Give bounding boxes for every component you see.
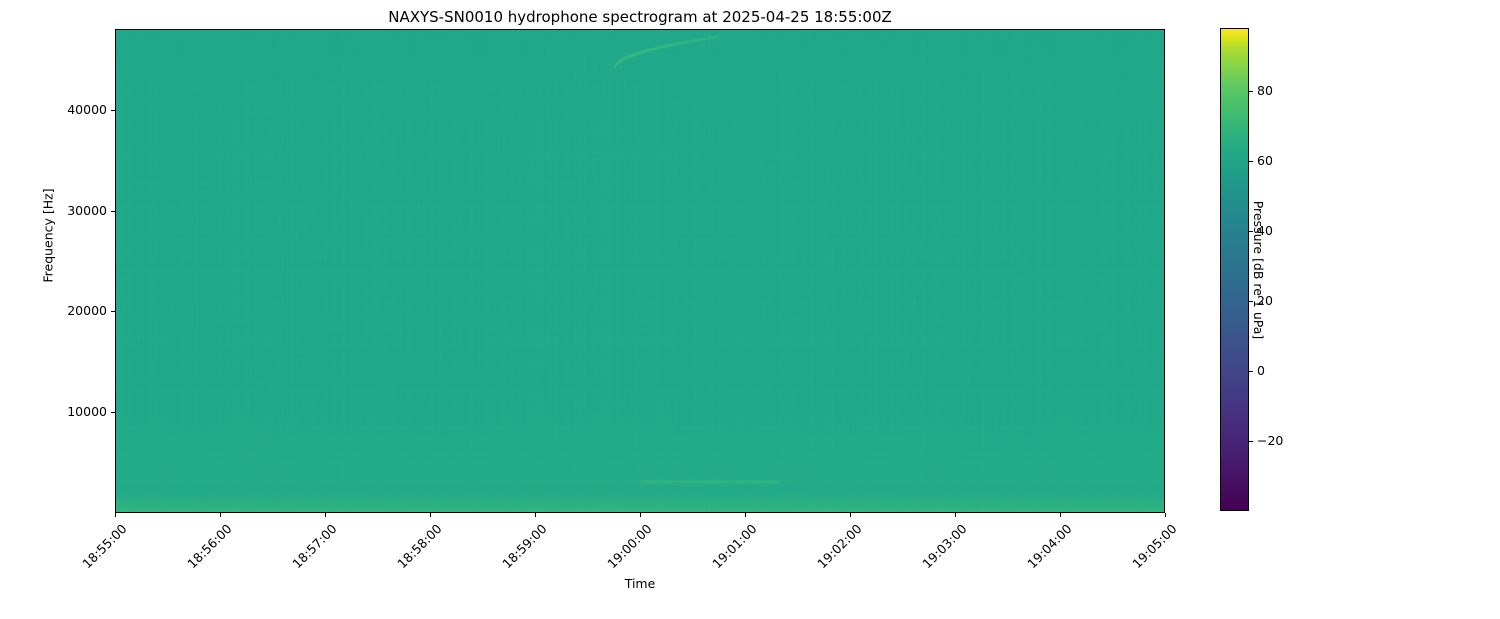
x-axis-tick-mark <box>220 513 221 517</box>
x-axis-tick-label: 18:55:00 <box>79 521 130 572</box>
colorbar-tick-label: −20 <box>1257 433 1284 448</box>
y-axis-tick-label: 30000 <box>67 203 107 218</box>
spectrogram-plot <box>115 29 1165 513</box>
y-axis-tick-label: 10000 <box>67 404 107 419</box>
x-axis-tick-label: 18:57:00 <box>289 521 340 572</box>
colorbar-tick-mark <box>1249 371 1253 372</box>
x-axis-tick-label: 19:00:00 <box>604 521 655 572</box>
colorbar-tick-mark <box>1249 301 1253 302</box>
colorbar-tick-mark <box>1249 441 1253 442</box>
colorbar-tick-label: 0 <box>1257 363 1265 378</box>
colorbar-tick-mark <box>1249 161 1253 162</box>
y-axis-tick-mark <box>111 110 115 111</box>
x-axis-tick-label: 19:04:00 <box>1024 521 1075 572</box>
colorbar: −20 0 20 40 60 80 <box>1220 28 1283 511</box>
y-axis-tick-mark <box>111 311 115 312</box>
x-axis-tick-label: 19:01:00 <box>709 521 760 572</box>
colorbar-tick-mark <box>1249 231 1253 232</box>
x-axis-tick-mark <box>1060 513 1061 517</box>
colorbar-tick-label: 80 <box>1257 83 1273 98</box>
spectrogram-heatmap-canvas <box>116 30 1164 512</box>
y-axis-tick-mark <box>111 412 115 413</box>
x-axis-tick-mark <box>430 513 431 517</box>
colorbar-label: Pressure [dB re 1 uPa] <box>1251 200 1266 340</box>
x-axis-tick-label: 18:59:00 <box>499 521 550 572</box>
x-axis-tick-label: 18:56:00 <box>184 521 235 572</box>
x-axis-tick-mark <box>745 513 746 517</box>
x-axis-tick-mark <box>640 513 641 517</box>
x-axis-tick-mark <box>535 513 536 517</box>
y-axis-tick-mark <box>111 211 115 212</box>
x-axis-tick-mark <box>325 513 326 517</box>
y-axis-label: Frequency [Hz] <box>40 188 56 283</box>
x-axis-tick-mark <box>1165 513 1166 517</box>
y-axis-tick-label: 40000 <box>67 102 107 117</box>
colorbar-tick-label: 60 <box>1257 153 1273 168</box>
x-axis-tick-label: 19:05:00 <box>1129 521 1180 572</box>
colorbar-tick-mark <box>1249 91 1253 92</box>
x-axis-tick-label: 19:03:00 <box>919 521 970 572</box>
page-title: NAXYS-SN0010 hydrophone spectrogram at 2… <box>388 8 892 26</box>
colorbar-gradient <box>1220 28 1249 511</box>
x-axis-label: Time <box>624 576 656 591</box>
colorbar-tick-label: 20 <box>1257 293 1273 308</box>
y-axis-tick-label: 20000 <box>67 303 107 318</box>
x-axis-tick-mark <box>850 513 851 517</box>
x-axis-tick-label: 19:02:00 <box>814 521 865 572</box>
x-axis-tick-mark <box>955 513 956 517</box>
x-axis-tick-mark <box>115 513 116 517</box>
colorbar-tick-label: 40 <box>1257 223 1273 238</box>
x-axis-tick-label: 18:58:00 <box>394 521 445 572</box>
